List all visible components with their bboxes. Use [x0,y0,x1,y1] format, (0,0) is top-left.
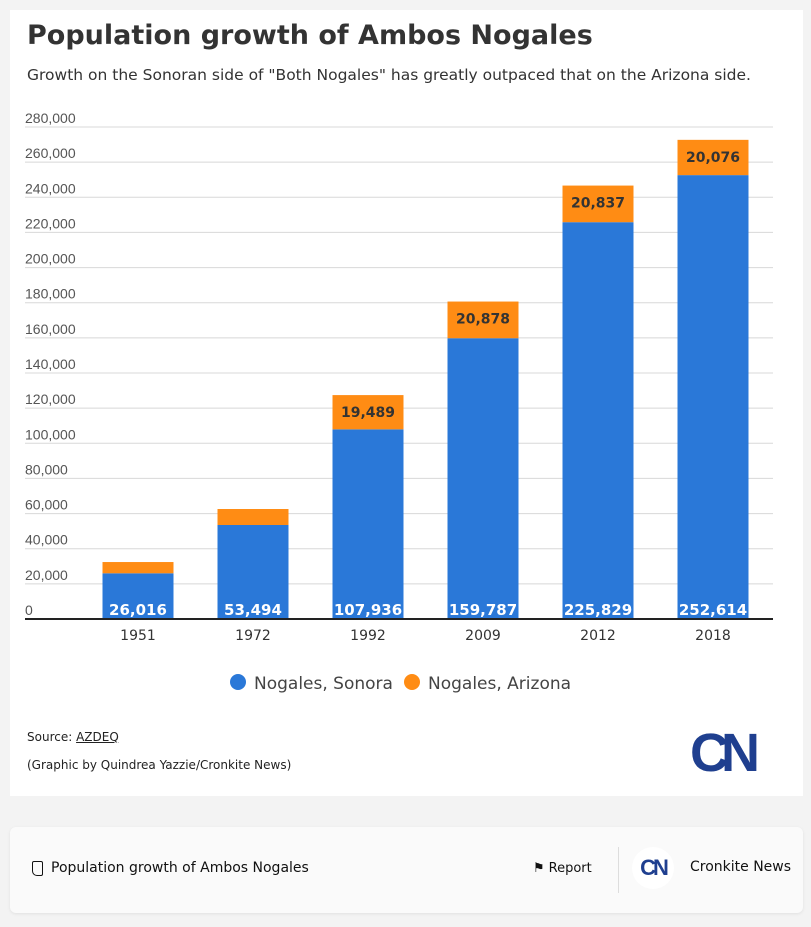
chart-card: Population growth of Ambos Nogales Growt… [10,10,803,796]
bar-arizona [217,509,289,526]
footer-title[interactable]: Population growth of Ambos Nogales [32,860,309,876]
chart-title: Population growth of Ambos Nogales [27,20,593,51]
data-label: 20,076 [686,150,740,166]
x-tick-label: 1951 [120,628,156,644]
publisher-name[interactable]: Cronkite News [690,859,792,875]
embed-footer: Population growth of Ambos Nogales ⚑ Repo… [10,827,803,913]
data-label: 252,614 [679,601,747,619]
cronkite-news-logo: CN [690,723,760,783]
bar-arizona [102,562,174,574]
chart-subtitle: Growth on the Sonoran side of "Both Noga… [27,66,751,84]
y-tick-label: 40,000 [25,532,68,548]
divider [618,847,619,893]
data-label: 19,489 [341,405,395,421]
bar-sonora [102,573,174,619]
bar-sonora [332,429,404,619]
y-tick-label: 60,000 [25,497,68,513]
chart: 0 20,000 40,000 60,000 80,000 100,000 120,000 1… [25,110,773,694]
document-icon [32,860,43,876]
data-label: 26,016 [109,601,167,619]
footer-title-text: Population growth of Ambos Nogales [51,860,309,876]
data-label: 20,878 [456,312,510,328]
data-label: 107,936 [334,601,402,619]
bar-arizona [332,395,404,430]
data-label: 159,787 [449,601,517,619]
credit: (Graphic by Quindrea Yazzie/Cronkite New… [27,758,292,772]
legend-marker [404,674,420,690]
x-tick-label: 2009 [465,628,501,644]
bar-arizona [677,139,749,176]
data-label: 20,837 [571,196,625,212]
y-tick-label: 120,000 [25,391,76,407]
x-tick-label: 1972 [235,628,271,644]
data-label: 225,829 [564,601,632,619]
publisher-avatar[interactable]: CN [632,847,674,889]
bar-sonora [447,338,519,619]
y-tick-label: 280,000 [25,110,76,126]
x-tick-label: 1992 [350,628,386,644]
report-button[interactable]: ⚑ Report [533,861,592,876]
y-tick-label: 160,000 [25,321,76,337]
x-tick-label: 2012 [580,628,616,644]
bar-sonora [562,222,634,619]
y-tick-label: 140,000 [25,356,76,372]
source: Source: AZDEQ [27,730,119,744]
y-tick-label: 240,000 [25,180,76,196]
legend-marker [230,674,246,690]
y-tick-label: 180,000 [25,286,76,302]
bar-sonora [677,175,749,620]
bar-arizona [447,301,519,339]
x-tick-label: 2018 [695,628,731,644]
y-tick-label: 220,000 [25,215,76,231]
source-label: Source: [27,730,77,744]
y-tick-label: 20,000 [25,567,68,583]
y-tick-label: 100,000 [25,426,76,442]
report-label: Report [548,861,592,876]
legend-label: Nogales, Arizona [428,674,571,694]
bar-sonora [217,525,289,619]
y-tick-label: 260,000 [25,145,76,161]
bar-arizona [562,185,634,223]
source-link[interactable]: AZDEQ [76,730,119,744]
y-tick-label: 0 [25,602,33,618]
data-label: 53,494 [224,601,282,619]
y-tick-label: 80,000 [25,461,68,477]
legend-label: Nogales, Sonora [254,674,393,694]
flag-icon: ⚑ [533,861,545,876]
y-tick-label: 200,000 [25,251,76,267]
